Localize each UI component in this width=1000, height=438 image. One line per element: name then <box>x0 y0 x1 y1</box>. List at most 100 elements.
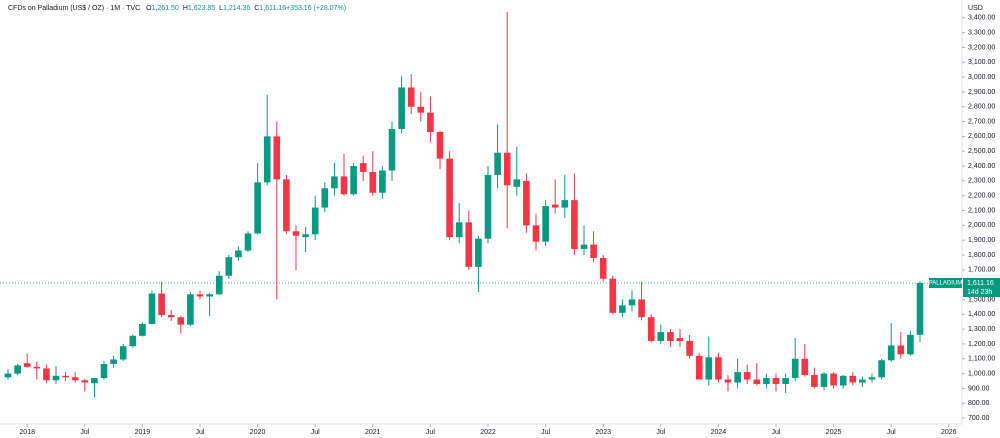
candle-body <box>110 359 117 364</box>
candle-body <box>129 335 137 347</box>
candle-body <box>4 373 12 378</box>
candle-body <box>542 206 549 242</box>
candle-body <box>686 340 693 356</box>
candle-body <box>331 176 338 189</box>
candle-body <box>695 355 703 380</box>
candle-body <box>743 372 751 380</box>
y-tick-label: 2,800.00 <box>968 104 995 111</box>
y-tick-label: 2,900.00 <box>968 89 995 96</box>
x-tick-label: 2025 <box>826 429 842 436</box>
y-tick-label: 900.00 <box>968 385 990 392</box>
x-tick-label: 2020 <box>250 429 266 436</box>
candle-body <box>369 171 377 193</box>
y-tick-label: 700.00 <box>968 415 990 422</box>
header-value: 1,611.16 <box>259 5 286 12</box>
currency-label: USD <box>968 5 983 12</box>
price-tag-bg <box>963 277 1000 297</box>
candle-body <box>715 357 722 380</box>
candle-body <box>782 378 789 384</box>
header-value: 1,261.50 <box>152 5 179 12</box>
header-text: CFDs on Palladium (US$ / OZ) · 1M · TVC O… <box>8 5 346 12</box>
candle-body <box>772 378 780 384</box>
candle-body <box>571 200 578 250</box>
candle-body <box>551 204 559 208</box>
header-key: C <box>254 5 259 12</box>
x-tick-label: Jul <box>426 429 435 436</box>
x-tick-label: 2018 <box>19 429 35 436</box>
candle-body <box>379 170 386 193</box>
candle-body <box>619 305 626 313</box>
y-tick-label: 3,200.00 <box>968 44 995 51</box>
x-tick-label: 2024 <box>711 429 727 436</box>
candle-body <box>302 234 309 238</box>
candle-body <box>878 360 885 378</box>
candle-body <box>71 377 79 381</box>
candle-body <box>849 375 857 383</box>
candle-body <box>724 379 732 383</box>
y-tick-label: 1,000.00 <box>968 370 995 377</box>
candle-body <box>311 207 319 235</box>
candle-body <box>523 180 530 226</box>
x-tick-label: Jul <box>311 429 320 436</box>
candle-body <box>244 233 252 251</box>
candle-body <box>609 278 617 313</box>
candle-body <box>235 250 242 258</box>
candle-body <box>407 87 415 107</box>
candle-body <box>321 188 329 208</box>
candle-body <box>100 363 108 379</box>
candle-body <box>628 299 636 306</box>
y-tick-label: 2,200.00 <box>968 193 995 200</box>
candle-body <box>52 375 60 381</box>
candle-body <box>91 378 98 384</box>
y-tick-label: 1,300.00 <box>968 326 995 333</box>
candle-body <box>23 363 31 367</box>
candle-body <box>388 128 396 171</box>
x-tick-label: Jul <box>656 429 665 436</box>
header-key: L <box>219 5 223 12</box>
candle-body <box>839 375 847 386</box>
y-tick-label: 3,400.00 <box>968 15 995 22</box>
candle-body <box>436 131 444 159</box>
header-key: O <box>146 5 152 12</box>
candle-body <box>43 368 50 381</box>
y-tick-label: 800.00 <box>968 400 990 407</box>
candle-body <box>177 317 185 325</box>
candle-body <box>887 345 895 361</box>
candle-body <box>667 332 674 341</box>
symbol: CFDs on Palladium (US$ / OZ) · 1M · TVC <box>8 5 140 12</box>
header-key: H <box>183 5 188 12</box>
y-tick-label: 1,200.00 <box>968 341 995 348</box>
candle-body <box>263 136 271 183</box>
price-tag-name: PALLADIUM <box>929 281 963 287</box>
x-tick-label: Jul <box>887 429 896 436</box>
candle-body <box>599 257 607 279</box>
candle-body <box>657 332 665 341</box>
candle-body <box>868 377 876 380</box>
candle-body <box>14 365 21 374</box>
candle-body <box>907 334 914 355</box>
candle-body <box>791 358 799 379</box>
candle-body <box>81 380 89 383</box>
candle-body <box>475 238 482 267</box>
x-tick-label: Jul <box>196 429 205 436</box>
header-value: 1,623.85 <box>188 5 215 12</box>
y-tick-label: 1,700.00 <box>968 267 995 274</box>
candle-body <box>446 158 453 238</box>
candle-body <box>167 315 175 318</box>
candle-body <box>820 373 828 387</box>
candle-body <box>734 372 741 383</box>
x-tick-label: 2026 <box>941 429 957 436</box>
candle-body <box>580 244 588 250</box>
y-tick-label: 2,000.00 <box>968 222 995 229</box>
price-tag-value: 1,611.16 <box>967 280 994 287</box>
candle-body <box>590 244 597 258</box>
header-value: +353.16 (+28.07%) <box>286 5 346 12</box>
y-tick-label: 2,400.00 <box>968 163 995 170</box>
x-tick-label: Jul <box>80 429 89 436</box>
x-tick-label: 2023 <box>595 429 611 436</box>
y-tick-label: 1,100.00 <box>968 356 995 363</box>
candle-body <box>215 275 223 295</box>
price-tag-countdown: 14d 23h <box>967 289 992 296</box>
candle-body <box>916 282 924 335</box>
